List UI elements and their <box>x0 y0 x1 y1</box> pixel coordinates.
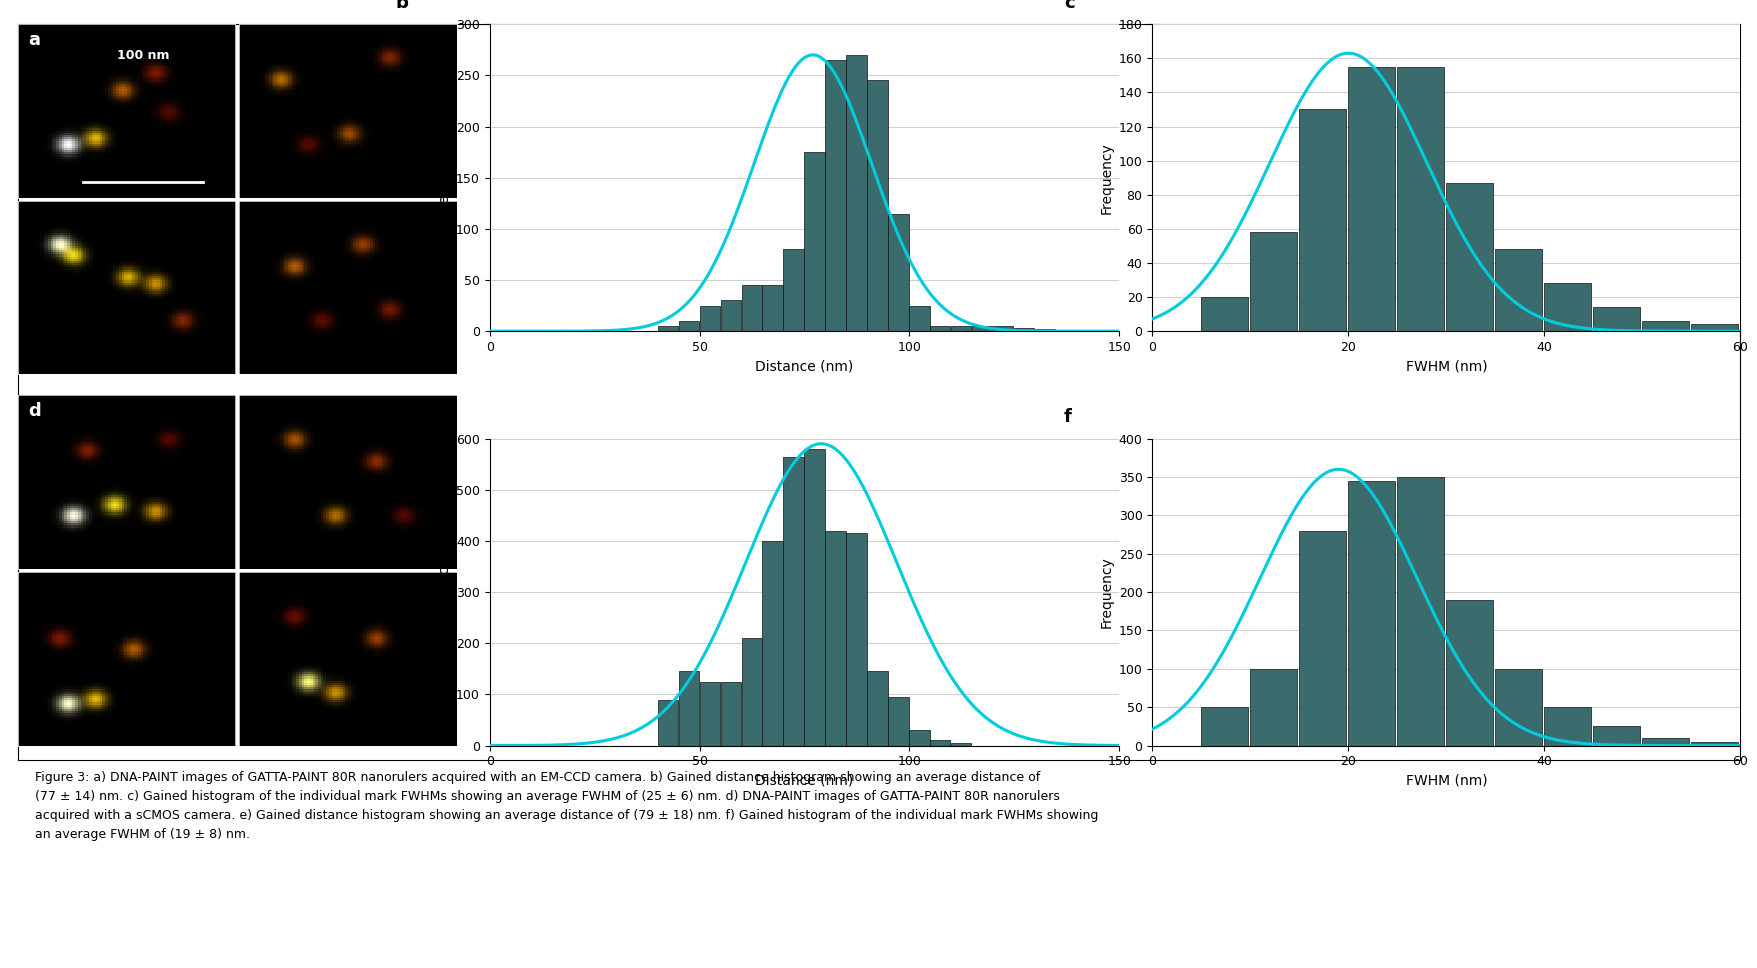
Bar <box>826 530 845 745</box>
X-axis label: FWHM (nm): FWHM (nm) <box>1406 773 1486 788</box>
Bar <box>1249 232 1297 331</box>
Bar <box>805 152 824 331</box>
Bar <box>784 457 803 745</box>
Text: a: a <box>28 31 40 49</box>
Bar <box>887 214 908 331</box>
X-axis label: Distance (nm): Distance (nm) <box>756 359 854 374</box>
Bar <box>866 672 887 745</box>
Bar <box>657 326 678 331</box>
Bar <box>908 306 929 331</box>
Bar <box>720 681 740 745</box>
Bar <box>1739 328 1757 331</box>
Y-axis label: Frequency: Frequency <box>1098 557 1112 628</box>
Bar <box>1348 67 1395 331</box>
Bar <box>845 55 866 331</box>
Bar <box>657 700 678 745</box>
Bar <box>1592 307 1639 331</box>
Y-axis label: Frequency: Frequency <box>436 142 450 214</box>
Bar <box>951 743 972 745</box>
Bar <box>1397 67 1444 331</box>
Bar <box>1348 481 1395 745</box>
X-axis label: Distance (nm): Distance (nm) <box>756 773 854 788</box>
Bar <box>908 730 929 745</box>
Bar <box>741 286 761 331</box>
Bar <box>805 449 824 745</box>
Text: c: c <box>1063 0 1074 12</box>
Bar <box>1298 530 1346 745</box>
Bar <box>1543 284 1590 331</box>
Bar <box>845 533 866 745</box>
Text: f: f <box>1063 408 1072 426</box>
Text: 100 nm: 100 nm <box>116 49 169 62</box>
Bar <box>1249 669 1297 745</box>
Text: b: b <box>395 0 408 12</box>
Bar <box>1543 708 1590 745</box>
Bar <box>1200 708 1247 745</box>
Bar <box>1397 477 1444 745</box>
Bar <box>741 638 761 745</box>
Bar <box>1641 321 1688 331</box>
Bar <box>972 326 993 331</box>
Bar <box>699 306 719 331</box>
Bar <box>763 541 782 745</box>
Bar <box>720 300 740 331</box>
Bar <box>678 321 698 331</box>
Bar <box>1446 600 1493 745</box>
Y-axis label: Frequency: Frequency <box>1098 142 1112 214</box>
Bar <box>951 326 972 331</box>
Bar <box>1495 669 1541 745</box>
Bar <box>1446 183 1493 331</box>
Bar <box>1495 250 1541 331</box>
Bar <box>1690 741 1738 745</box>
Bar <box>929 326 951 331</box>
Bar <box>763 286 782 331</box>
X-axis label: FWHM (nm): FWHM (nm) <box>1406 359 1486 374</box>
Bar <box>1035 329 1054 331</box>
Bar <box>1641 738 1688 745</box>
Bar <box>887 697 908 745</box>
Bar <box>1014 328 1033 331</box>
Bar <box>929 741 951 745</box>
Bar <box>1056 330 1075 331</box>
Text: Figure 3: a) DNA-PAINT images of GATTA-PAINT 80R nanorulers acquired with an EM-: Figure 3: a) DNA-PAINT images of GATTA-P… <box>35 771 1098 841</box>
Bar <box>993 326 1012 331</box>
Y-axis label: Frequency: Frequency <box>436 557 450 628</box>
Bar <box>1690 324 1738 331</box>
Bar <box>1298 109 1346 331</box>
Text: d: d <box>28 403 40 420</box>
Bar <box>1200 297 1247 331</box>
Bar <box>678 672 698 745</box>
Bar <box>1592 726 1639 745</box>
Bar <box>866 80 887 331</box>
Bar <box>1739 743 1757 745</box>
Bar <box>784 250 803 331</box>
Text: e: e <box>395 408 408 426</box>
Bar <box>699 681 719 745</box>
Bar <box>826 60 845 331</box>
